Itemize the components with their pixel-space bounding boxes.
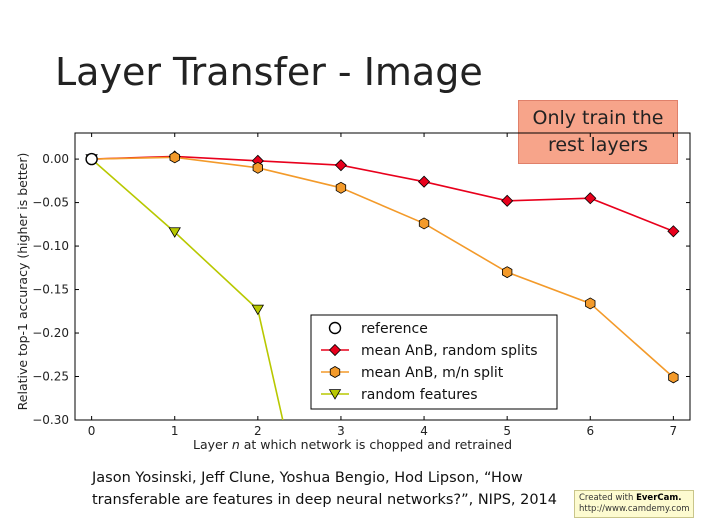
data-point-mean-anb-random-splits [584, 192, 597, 205]
plot-area [85, 150, 680, 420]
watermark-badge: Created with EverCam. http://www.camdemy… [574, 490, 694, 518]
callout-box: Only train the rest layers [518, 100, 678, 164]
legend-marker-mean-anb-random-splits [328, 343, 342, 357]
legend-marker-reference [328, 321, 342, 335]
citation-line-2: transferable are features in deep neural… [92, 492, 558, 508]
data-point-mean-anb-random-splits [417, 175, 431, 188]
x-tick-label: 2 [254, 424, 262, 438]
y-tick-label: −0.15 [32, 283, 69, 297]
data-point-mean-anb-m-n-split [252, 161, 264, 174]
watermark-prefix: Created with [579, 493, 637, 503]
series-line-mean-anb-m-n-split [91, 156, 674, 378]
plot-frame [74, 132, 691, 421]
legend-box [310, 314, 558, 410]
x-tick-label: 7 [670, 424, 678, 438]
data-point-mean-anb-random-splits [667, 225, 680, 238]
watermark-brand: EverCam. [636, 493, 682, 503]
x-tick-label: 0 [88, 424, 96, 438]
y-tick-label: −0.10 [32, 239, 69, 253]
slide-title: Layer Transfer - Image [55, 50, 483, 94]
data-point-random-features [251, 304, 265, 316]
legend-label-random-features: random features [361, 387, 478, 403]
y-tick-label: −0.25 [32, 370, 69, 384]
data-point-mean-anb-m-n-split [501, 266, 513, 279]
legend-marker-mean-anb-m-n-split [329, 366, 341, 378]
legend-marker-random-features [328, 389, 342, 400]
legend-label-mean-anb-random-splits: mean AnB, random splits [361, 343, 538, 359]
data-point-mean-anb-m-n-split [585, 297, 596, 310]
data-point-mean-anb-random-splits [501, 194, 514, 207]
x-axis-label: Layer n at which network is chopped and … [193, 437, 512, 452]
data-point-mean-anb-m-n-split [169, 151, 180, 164]
x-tick-label: 6 [586, 424, 594, 438]
callout-line-1: Only train the [532, 107, 664, 129]
x-tick-label: 5 [503, 424, 511, 438]
x-tick-label: 1 [171, 424, 179, 438]
x-tick-label: 3 [337, 424, 345, 438]
legend: reference mean AnB, random splits mean AnB… [310, 314, 558, 410]
data-point-random-features [168, 227, 181, 238]
data-point-reference [85, 152, 98, 166]
series-line-random-features [91, 158, 284, 420]
data-point-mean-anb-m-n-split [335, 181, 347, 194]
y-tick-label: −0.05 [32, 196, 69, 210]
y-tick-label: −0.20 [32, 326, 69, 340]
legend-label-reference: reference [361, 321, 428, 337]
legend-label-mean-anb-m-n-split: mean AnB, m/n split [361, 365, 504, 381]
y-tick-label: −0.30 [32, 413, 69, 427]
series-line-mean-anb-random-splits [91, 155, 674, 233]
y-axis-label: Relative top-1 accuracy (higher is bette… [15, 153, 30, 411]
citation-line-1: Jason Yosinski, Jeff Clune, Yoshua Bengi… [92, 470, 523, 486]
citation: Jason Yosinski, Jeff Clune, Yoshua Bengi… [92, 467, 562, 511]
x-tick-label: 4 [420, 424, 428, 438]
data-point-mean-anb-random-splits [334, 159, 348, 172]
watermark-url: http://www.camdemy.com [579, 504, 690, 514]
data-point-mean-anb-m-n-split [668, 371, 679, 384]
callout-line-2: rest layers [547, 134, 649, 156]
y-tick-label: 0.00 [42, 152, 69, 166]
data-point-mean-anb-m-n-split [418, 217, 430, 230]
